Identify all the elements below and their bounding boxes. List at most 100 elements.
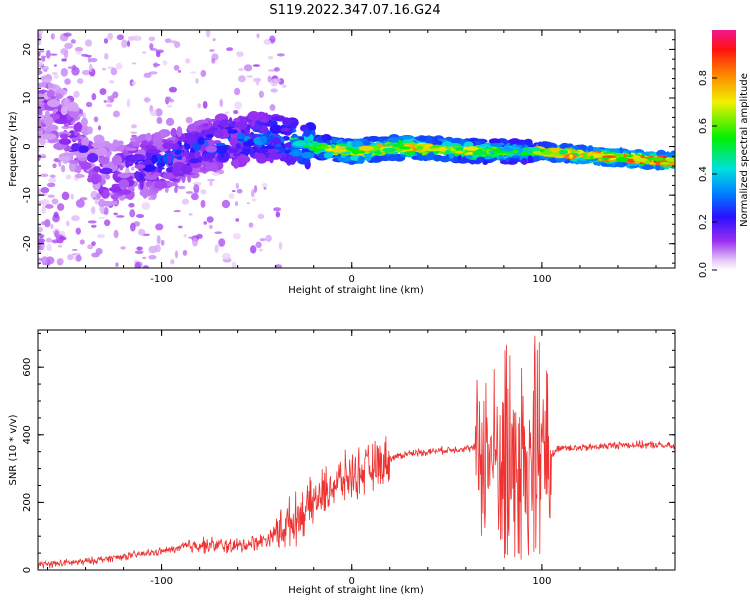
spectrogram-speckle [85, 101, 93, 108]
spectrogram-speckle [41, 65, 49, 71]
spectrogram-speckle [39, 155, 46, 158]
spectrogram-speckle [149, 109, 157, 117]
spectrogram-speckle [135, 214, 145, 219]
spectrogram-cell [488, 138, 501, 145]
spectrogram-speckle [263, 186, 267, 190]
spectrogram-speckle [115, 262, 119, 267]
spectrogram-speckle [219, 99, 224, 108]
spectrogram-cell [476, 156, 486, 163]
spectrogram-speckle [142, 265, 149, 268]
spectrogram-speckle [259, 238, 266, 242]
spectrogram-speckle [93, 116, 99, 123]
spectrogram-cell [426, 152, 436, 160]
spectrogram-cell [215, 143, 228, 154]
spectrogram-speckle [238, 67, 244, 72]
spectrogram-cell [506, 139, 521, 144]
spectrogram-cell [187, 172, 192, 183]
spectrogram-cell [288, 151, 300, 156]
spectrogram-speckle [134, 261, 141, 268]
spectrogram-speckle [203, 221, 207, 225]
spectrogram-cell [125, 160, 130, 168]
spectrogram-speckle [236, 188, 243, 194]
spectrogram-core [315, 146, 331, 149]
spectrogram-speckle [79, 239, 85, 245]
spectrogram-cell [141, 140, 154, 146]
spectrogram-cell [466, 159, 477, 164]
spectrogram-speckle [195, 78, 199, 84]
spectrogram-cell [301, 151, 315, 159]
spectrogram-speckle [47, 194, 55, 198]
spectrogram-speckle [56, 238, 64, 244]
spectrogram-cell [134, 170, 141, 180]
spectrogram-speckle [89, 58, 98, 63]
spectrogram-speckle [181, 198, 189, 205]
spectrogram-speckle [273, 67, 280, 72]
spectrogram-core [454, 150, 464, 154]
spectrogram-core [357, 150, 366, 154]
spectrogram-speckle [206, 216, 214, 223]
spectrogram-speckle [261, 182, 268, 188]
spectrogram-speckle [193, 184, 200, 193]
spectrogram-speckle [165, 117, 175, 126]
spectrogram-speckle [218, 238, 226, 247]
spectrogram-cell [259, 125, 269, 134]
spectrogram-speckle [156, 235, 161, 245]
spectrogram-cell [378, 137, 384, 143]
spectrogram-marks [38, 30, 675, 268]
spectrogram-speckle [98, 216, 106, 219]
spectrogram-speckle [211, 172, 220, 176]
spectrogram-cell [117, 172, 130, 179]
spectrogram-cell [213, 128, 224, 139]
spectrogram-speckle [250, 245, 257, 254]
spectrogram-speckle [49, 53, 58, 56]
spectrogram-speckle [38, 33, 43, 42]
spectrogram-cell [174, 150, 182, 155]
spectrogram-core [532, 147, 537, 152]
spectrogram-speckle [235, 182, 239, 190]
spectrogram-cell [362, 141, 372, 146]
spectrogram-cell [337, 155, 351, 163]
spectrogram-cell [111, 155, 123, 166]
spectrogram-speckle [214, 244, 219, 254]
spectrogram-cell [50, 95, 56, 100]
spectrogram-cell [87, 126, 93, 135]
spectrogram-speckle [61, 191, 70, 201]
spectrogram-speckle [61, 58, 67, 62]
spectrogram-speckle [87, 55, 92, 64]
spectrogram-core [549, 147, 562, 153]
spectrogram-speckle [155, 108, 163, 117]
spectrogram-core [633, 157, 648, 162]
spectrogram-speckle [248, 222, 254, 228]
spectrogram-cell [95, 147, 108, 157]
spectrogram-cell [255, 148, 269, 154]
colorbar-label: Normalized spectral amplitude [739, 73, 750, 227]
spectrogram-speckle [182, 249, 188, 256]
spectrogram-ylabel: Frequency (Hz) [8, 111, 19, 187]
spectrogram-cell [170, 127, 177, 138]
spectrogram-cell [59, 133, 69, 140]
spectrogram-speckle [162, 60, 168, 66]
spectrogram-speckle [73, 90, 80, 98]
spectrogram-speckle [175, 185, 179, 188]
spectrogram-speckle [52, 163, 57, 169]
spectrogram-speckle [136, 246, 143, 251]
spectrogram-speckle [185, 191, 194, 194]
spectrogram-cell [399, 135, 414, 140]
spectrogram-speckle [141, 202, 151, 211]
spectrogram-cell [188, 158, 200, 164]
spectrogram-speckle [56, 258, 64, 265]
y-tick-label: 0 [22, 143, 33, 149]
spectrogram-speckle [68, 125, 75, 129]
spectrogram-speckle [234, 101, 242, 110]
spectrogram-speckle [126, 98, 131, 108]
spectrogram-cell [153, 180, 168, 190]
spectrogram-core [424, 144, 432, 147]
spectrogram-cell [78, 145, 89, 153]
spectrogram-speckle [38, 51, 41, 57]
spectrogram-cell [433, 155, 442, 162]
spectrogram-speckle [65, 174, 72, 180]
spectrogram-speckle [275, 211, 281, 218]
spectrogram-speckle [53, 211, 59, 218]
spectrogram-speckle [256, 33, 260, 39]
